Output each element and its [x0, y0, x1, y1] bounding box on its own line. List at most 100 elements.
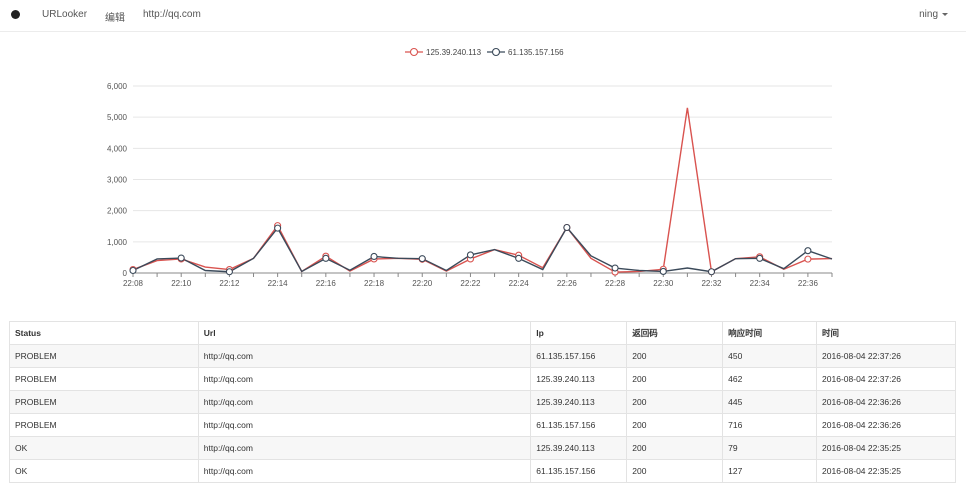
table-row: OK http://qq.com 61.135.157.156 200 127 …	[9, 459, 956, 483]
cell-time: 2016-08-04 22:37:26	[816, 367, 956, 391]
y-tick-label: 5,000	[107, 113, 128, 122]
series-point-1	[466, 251, 474, 259]
header-ip: Ip	[530, 321, 628, 345]
x-tick-label: 22:16	[316, 279, 337, 288]
series-point-1	[418, 255, 426, 263]
cell-status: OK	[9, 436, 199, 460]
cell-response-time: 445	[722, 390, 818, 414]
cell-return-code: 200	[626, 459, 724, 483]
cell-status: OK	[9, 459, 199, 483]
series-line-1	[132, 226, 833, 273]
cell-return-code: 200	[626, 390, 724, 414]
cell-url: http://qq.com	[197, 413, 532, 437]
cell-time: 2016-08-04 22:36:26	[816, 390, 956, 414]
cell-response-time: 127	[722, 459, 818, 483]
cell-ip: 125.39.240.113	[530, 390, 628, 414]
cell-return-code: 200	[626, 413, 724, 437]
table-row: PROBLEM http://qq.com 125.39.240.113 200…	[9, 367, 956, 391]
series-line-0	[132, 107, 833, 273]
cell-time: 2016-08-04 22:37:26	[816, 344, 956, 368]
cell-response-time: 462	[722, 367, 818, 391]
header-status: Status	[9, 321, 199, 345]
x-tick-label: 22:22	[460, 279, 481, 288]
edit-link[interactable]: 编辑	[105, 13, 125, 24]
user-name: ning	[919, 9, 938, 20]
x-tick-label: 22:32	[701, 279, 722, 288]
series-point-1	[129, 266, 137, 275]
y-tick-label: 3,000	[107, 176, 128, 185]
cell-return-code: 200	[626, 344, 724, 368]
header-time: 时间	[816, 321, 956, 345]
x-tick-label: 22:28	[605, 279, 626, 288]
series-point-1	[756, 254, 764, 262]
cell-ip: 125.39.240.113	[530, 367, 628, 391]
cell-status: PROBLEM	[9, 390, 199, 414]
cell-response-time: 450	[722, 344, 818, 368]
series-point-1	[707, 268, 716, 276]
cell-ip: 61.135.157.156	[530, 413, 628, 437]
header-response-time: 响应时间	[722, 321, 818, 345]
x-tick-label: 22:18	[364, 279, 385, 288]
series-point-1	[804, 247, 812, 255]
cell-url: http://qq.com	[197, 367, 532, 391]
cell-response-time: 716	[722, 413, 818, 437]
cell-url: http://qq.com	[197, 390, 532, 414]
legend-marker-0	[409, 47, 419, 57]
cell-url: http://qq.com	[197, 459, 532, 483]
series-point-1	[225, 268, 233, 276]
legend-marker-1	[491, 47, 501, 57]
table-row: OK http://qq.com 125.39.240.113 200 79 2…	[9, 436, 956, 460]
cell-return-code: 200	[626, 436, 724, 460]
y-tick-label: 4,000	[107, 144, 128, 153]
x-tick-label: 22:26	[557, 279, 578, 288]
cell-url: http://qq.com	[197, 344, 532, 368]
y-tick-label: 6,000	[107, 82, 128, 91]
header-url: Url	[197, 321, 532, 345]
series-point-1	[274, 224, 282, 232]
cell-response-time: 79	[722, 436, 818, 460]
table-header-row: Status Url Ip 返回码 响应时间 时间	[9, 321, 956, 345]
table-row: PROBLEM http://qq.com 61.135.157.156 200…	[9, 344, 956, 368]
series-point-0	[804, 255, 812, 263]
x-tick-label: 22:34	[750, 279, 771, 288]
status-table: Status Url Ip 返回码 响应时间 时间 PROBLEM http:/…	[9, 321, 956, 483]
cell-time: 2016-08-04 22:35:25	[816, 459, 956, 483]
cell-status: PROBLEM	[9, 413, 199, 437]
x-tick-label: 22:14	[268, 279, 289, 288]
y-tick-label: 0	[123, 269, 128, 278]
table-row: PROBLEM http://qq.com 61.135.157.156 200…	[9, 413, 956, 437]
navbar: URLooker 编辑 http://qq.com ning	[0, 0, 966, 32]
github-icon[interactable]	[11, 10, 20, 19]
response-time-chart: 0 1,000 2,000 3,000 4,000 5,000 6,000 22:08 22:1…	[107, 47, 833, 288]
table-row: PROBLEM http://qq.com 125.39.240.113 200…	[9, 390, 956, 414]
x-tick-label: 22:08	[123, 279, 144, 288]
x-tick-label: 22:10	[171, 279, 192, 288]
legend-label-0: 125.39.240.113	[426, 48, 482, 57]
caret-down-icon	[942, 12, 948, 16]
legend-label-1: 61.135.157.156	[508, 48, 564, 57]
y-tick-label: 1,000	[107, 238, 128, 247]
cell-time: 2016-08-04 22:35:25	[816, 436, 956, 460]
brand-link[interactable]: URLooker	[42, 9, 88, 20]
cell-status: PROBLEM	[9, 367, 199, 391]
cell-ip: 125.39.240.113	[530, 436, 628, 460]
series-point-1	[370, 252, 378, 261]
user-menu[interactable]: ning	[919, 9, 948, 20]
series-point-1	[515, 254, 523, 262]
cell-ip: 61.135.157.156	[530, 344, 628, 368]
y-tick-label: 2,000	[107, 207, 128, 216]
header-return-code: 返回码	[626, 321, 724, 345]
series-point-1	[563, 223, 571, 232]
series-point-1	[177, 254, 185, 262]
cell-return-code: 200	[626, 367, 724, 391]
url-link[interactable]: http://qq.com	[143, 9, 201, 20]
x-tick-label: 22:30	[653, 279, 674, 288]
cell-url: http://qq.com	[197, 436, 532, 460]
cell-ip: 61.135.157.156	[530, 459, 628, 483]
x-tick-label: 22:12	[219, 279, 240, 288]
series-point-1	[322, 254, 330, 262]
series-point-1	[659, 267, 667, 275]
x-tick-label: 22:24	[509, 279, 530, 288]
x-tick-label: 22:36	[798, 279, 819, 288]
series-point-1	[611, 264, 619, 272]
